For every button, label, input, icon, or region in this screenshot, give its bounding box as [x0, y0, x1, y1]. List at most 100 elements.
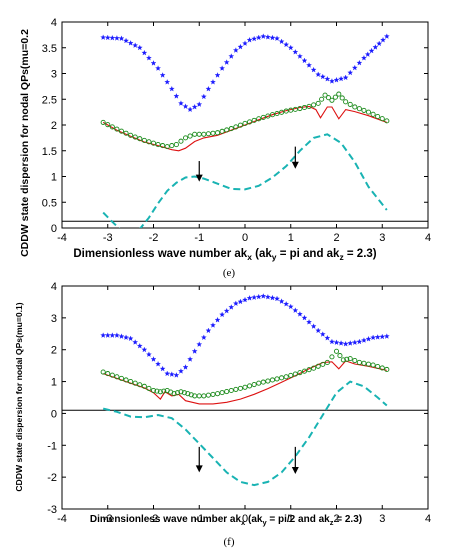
data-point	[365, 335, 372, 342]
data-point	[109, 372, 115, 378]
data-point	[329, 354, 335, 360]
data-point	[109, 124, 115, 130]
x-tick-label: -1	[194, 232, 204, 244]
data-point	[160, 143, 166, 149]
data-point	[340, 357, 346, 363]
data-point	[343, 99, 349, 105]
data-point	[283, 41, 290, 48]
data-point	[105, 122, 111, 128]
data-point	[269, 112, 276, 118]
data-point	[118, 333, 125, 339]
data-point	[104, 34, 111, 41]
chart-panel-e: -4 -3 -2 -1 0 1 2 3 4 0 0.5 1 1.5 2 2.5 3 3.5 4 CDDW stat…	[19, 17, 431, 279]
data-point	[292, 106, 298, 112]
annotation-arrow-head	[291, 161, 299, 169]
data-point	[174, 390, 181, 396]
data-point	[219, 65, 226, 71]
data-point	[219, 390, 225, 396]
data-point	[181, 390, 187, 396]
data-point	[185, 391, 191, 397]
data-point	[333, 348, 340, 354]
data-point	[123, 37, 129, 44]
data-point	[264, 294, 271, 300]
data-point	[200, 334, 207, 340]
data-point	[372, 44, 379, 50]
data-point	[297, 105, 303, 112]
data-point	[288, 107, 294, 113]
data-point	[164, 370, 171, 377]
data-point	[196, 101, 203, 107]
x-tick-label: -4	[57, 232, 67, 244]
data-point	[150, 356, 157, 362]
data-point	[188, 392, 194, 398]
data-point	[187, 356, 193, 362]
annotation-arrow-head	[195, 174, 203, 182]
data-point	[146, 351, 152, 357]
data-point	[292, 49, 299, 55]
y-tick-label: 3	[51, 69, 57, 81]
data-point	[329, 97, 335, 103]
data-point	[132, 134, 138, 140]
y-axis-label: CDDW state dispersion for nodal QPs(mu=0…	[19, 29, 31, 257]
data-point	[187, 106, 193, 112]
data-point	[178, 368, 184, 374]
data-point	[315, 327, 322, 334]
data-point	[155, 142, 161, 148]
x-tick-label: -3	[103, 513, 113, 525]
data-point	[123, 334, 129, 340]
data-point	[255, 34, 262, 41]
data-point	[114, 374, 120, 380]
data-point	[155, 361, 161, 367]
data-point	[380, 36, 386, 43]
data-point	[292, 371, 298, 377]
data-point	[132, 42, 139, 48]
x-tick-label: 4	[425, 232, 431, 244]
data-point	[136, 342, 143, 349]
data-point	[109, 34, 116, 41]
data-point	[361, 360, 367, 366]
data-point	[246, 37, 253, 43]
data-point	[127, 335, 134, 342]
data-point	[376, 40, 383, 47]
data-point	[256, 380, 262, 386]
data-point	[136, 44, 143, 51]
data-point	[352, 104, 358, 110]
data-point	[337, 353, 343, 359]
data-point	[200, 93, 207, 100]
data-point	[324, 334, 331, 341]
data-point	[269, 34, 276, 41]
data-point	[214, 130, 221, 136]
data-point	[356, 106, 362, 112]
data-point	[306, 62, 312, 68]
data-point	[325, 95, 332, 101]
data-point	[127, 40, 134, 46]
data-point	[141, 346, 148, 353]
data-point	[137, 136, 143, 142]
x-tick-label: -1	[194, 513, 204, 525]
data-point	[173, 372, 180, 378]
data-point	[251, 294, 258, 300]
data-point	[182, 103, 189, 109]
x-tick-label: -4	[57, 513, 67, 525]
data-point	[233, 386, 239, 392]
data-point	[210, 322, 216, 328]
data-point	[260, 33, 267, 39]
data-point	[168, 85, 175, 92]
data-point	[224, 389, 230, 395]
data-point	[237, 43, 244, 50]
data-point	[361, 55, 367, 61]
data-point	[247, 383, 253, 389]
data-point	[214, 316, 221, 323]
x-axis-label: Dimensionless wave number akx (aky = pi …	[73, 248, 376, 262]
data-point	[191, 103, 198, 110]
data-point	[141, 49, 148, 56]
y-tick-label: 3.5	[42, 43, 57, 55]
x-tick-label: 3	[379, 232, 385, 244]
data-point	[364, 51, 371, 57]
data-point	[196, 341, 203, 347]
data-point	[301, 314, 308, 321]
y-tick-label: 4	[51, 17, 57, 29]
data-point	[141, 137, 147, 143]
data-point	[310, 323, 317, 329]
data-point	[256, 116, 262, 122]
